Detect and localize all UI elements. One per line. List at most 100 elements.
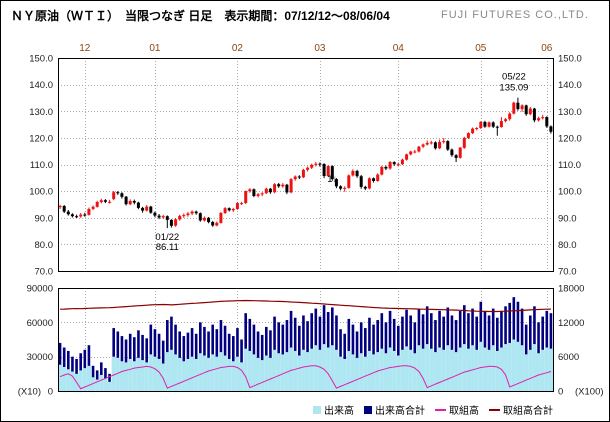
front-volume-bar xyxy=(202,355,207,391)
price-axis-label-right: 110.0 xyxy=(558,160,581,171)
front-volume-bar xyxy=(458,347,463,391)
front-volume-bar xyxy=(346,350,351,391)
front-volume-bar xyxy=(62,366,67,391)
front-volume-bar xyxy=(515,341,521,391)
candle xyxy=(433,141,437,150)
candles-layer xyxy=(58,97,553,229)
front-volume-bar xyxy=(355,357,360,391)
legend-item-open-interest-total: 取組高合計 xyxy=(489,402,553,417)
candle xyxy=(268,187,272,194)
candle xyxy=(541,115,545,120)
front-volume-bar xyxy=(103,378,108,391)
legend-label: 出来高 xyxy=(324,406,354,417)
candle xyxy=(145,205,149,212)
candle xyxy=(396,162,400,167)
price-axis-label-right: 150.0 xyxy=(558,54,582,65)
front-volume-bar xyxy=(441,349,446,391)
front-volume-bar xyxy=(70,371,75,391)
chart-title: ＮＹ原油（ＷＴＩ） 当限つなぎ 日足 表示期間：07/12/12～08/06/0… xyxy=(11,9,390,23)
front-volume-bar xyxy=(169,349,174,391)
chart-legend: 出来高 出来高合計 取組高 取組高合計 xyxy=(313,402,553,417)
front-volume-bar xyxy=(276,353,281,391)
front-volume-bar xyxy=(466,348,471,391)
front-volume-bar xyxy=(350,354,356,391)
candle xyxy=(207,217,211,224)
candle xyxy=(248,188,252,193)
price-axis-label-right: 70.0 xyxy=(558,267,577,278)
front-volume-bar xyxy=(86,365,92,391)
candle xyxy=(537,116,541,122)
candle xyxy=(409,150,413,156)
candle xyxy=(483,120,487,128)
price-axis-label-right: 120.0 xyxy=(558,133,582,144)
candle xyxy=(149,205,153,214)
front-volume-bar xyxy=(99,374,104,391)
front-volume-bar xyxy=(157,358,162,391)
candle xyxy=(532,107,536,123)
open-interest-total-line xyxy=(60,299,551,313)
front-volume-bar xyxy=(478,341,483,391)
front-volume-bar xyxy=(256,357,261,391)
front-volume-bar xyxy=(437,347,442,391)
front-volume-bar xyxy=(280,354,285,391)
front-volume-bar xyxy=(396,355,401,391)
candle xyxy=(438,139,442,150)
candle xyxy=(454,154,458,163)
front-volume-bar xyxy=(445,345,450,391)
price-axis-label-left: 150.0 xyxy=(29,54,53,65)
volume-axis-label-left: 90000 xyxy=(27,284,53,295)
gridlines xyxy=(58,58,553,391)
front-volume-bar xyxy=(243,348,248,391)
front-volume-bar xyxy=(264,355,269,391)
front-volume-bar xyxy=(301,349,306,391)
front-volume-bar xyxy=(58,364,63,391)
candle xyxy=(392,161,396,166)
legend-item-volume: 出来高 xyxy=(313,402,354,417)
front-volume-bar xyxy=(235,356,240,391)
front-volume-bar xyxy=(375,352,380,391)
candle xyxy=(524,104,528,116)
candle xyxy=(252,188,256,198)
candle xyxy=(545,116,549,128)
annotation-mark: 1↓ xyxy=(327,174,337,185)
candle xyxy=(347,174,351,189)
volume-axis-label-right: 18000 xyxy=(558,284,584,295)
candle xyxy=(153,211,157,218)
front-volume-bar xyxy=(482,347,488,391)
candle xyxy=(466,132,470,139)
front-volume-bar xyxy=(206,357,211,391)
candle xyxy=(363,185,367,191)
candle xyxy=(491,121,495,128)
candle xyxy=(169,219,173,228)
right-axis-unit: (X100) xyxy=(575,387,604,398)
front-volume-bar xyxy=(223,355,228,391)
candle xyxy=(58,204,62,209)
front-volume-bar xyxy=(392,350,397,391)
price-axis-label-right: 140.0 xyxy=(558,80,582,91)
front-volume-bar xyxy=(227,358,232,391)
front-volume-bar xyxy=(177,357,182,391)
front-volume-bar xyxy=(491,345,496,391)
annotation-price: 135.09 xyxy=(499,83,528,94)
candle xyxy=(227,207,231,212)
front-volume-bar xyxy=(524,354,529,391)
front-volume-bar xyxy=(532,344,537,391)
legend-label: 取組高 xyxy=(449,406,479,417)
front-volume-bar xyxy=(210,354,215,391)
candle xyxy=(520,104,524,112)
month-label: 02 xyxy=(232,43,244,54)
legend-label: 出来高合計 xyxy=(375,406,425,417)
price-axis-label-left: 70.0 xyxy=(35,267,54,278)
candle xyxy=(405,153,409,161)
candle xyxy=(194,210,198,215)
candle xyxy=(256,193,260,198)
candle xyxy=(293,175,297,181)
candle xyxy=(343,186,347,192)
candle xyxy=(318,162,322,167)
open-interest-swatch xyxy=(435,408,446,411)
candle xyxy=(264,187,268,195)
month-label: 03 xyxy=(314,43,326,54)
candle xyxy=(475,127,479,131)
candle xyxy=(512,101,516,115)
candle xyxy=(462,136,466,149)
